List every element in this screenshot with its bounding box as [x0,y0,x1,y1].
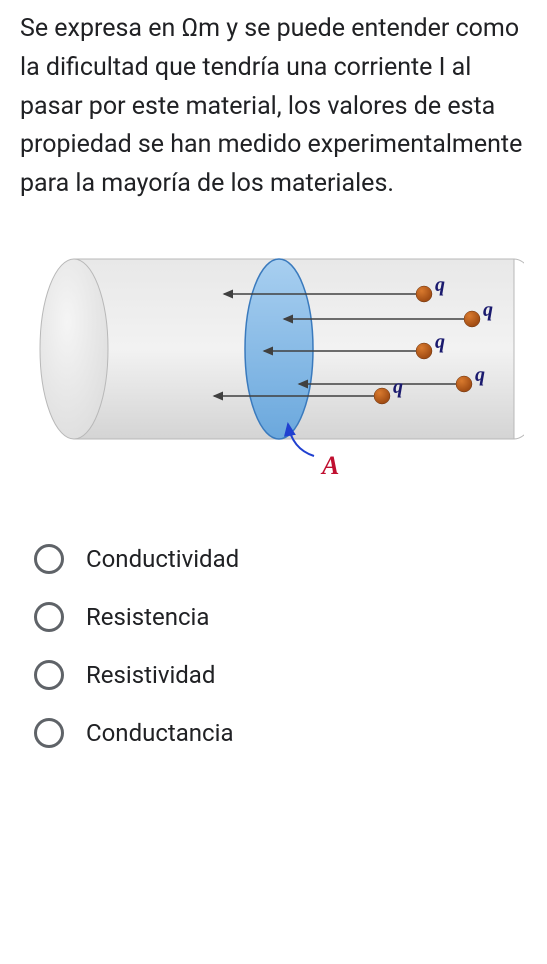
cylinder-diagram: q q q q q A [20,234,527,494]
svg-text:A: A [320,451,339,480]
svg-text:q: q [435,274,445,296]
option-resistividad[interactable]: Resistividad [34,660,527,690]
option-label: Conductancia [86,719,234,747]
option-label: Resistividad [86,661,215,689]
option-label: Resistencia [86,603,209,631]
question-text: Se expresa en Ωm y se puede entender com… [20,10,527,204]
options-group: Conductividad Resistencia Resistividad C… [20,534,527,748]
svg-text:q: q [435,331,445,353]
svg-text:q: q [393,376,403,398]
option-resistencia[interactable]: Resistencia [34,602,527,632]
option-conductancia[interactable]: Conductancia [34,718,527,748]
svg-text:q: q [483,299,493,321]
svg-text:q: q [475,364,485,386]
radio-icon [34,718,64,748]
radio-icon [34,544,64,574]
option-label: Conductividad [86,545,239,573]
option-conductividad[interactable]: Conductividad [34,544,527,574]
radio-icon [34,602,64,632]
radio-icon [34,660,64,690]
